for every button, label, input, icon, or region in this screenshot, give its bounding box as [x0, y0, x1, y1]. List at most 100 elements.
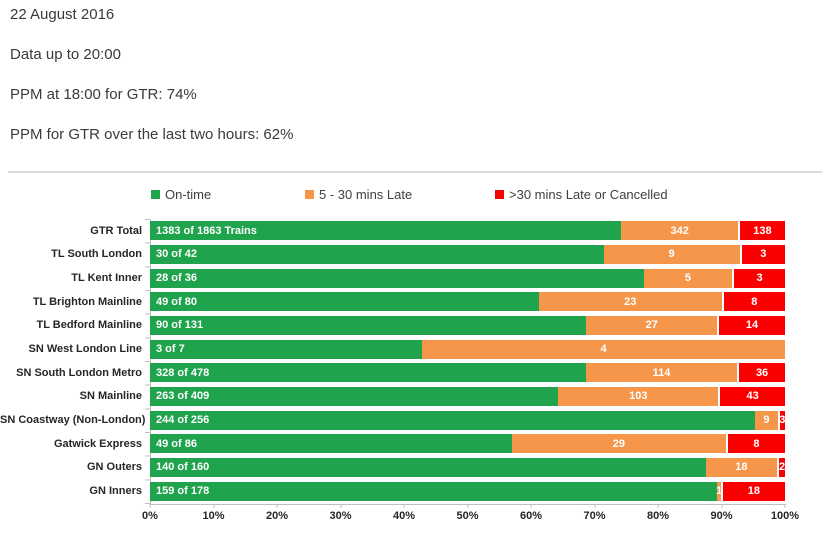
bar-segment-value: 43 — [746, 390, 759, 403]
bar-segment-late-30-or-cancelled: 36 — [737, 363, 785, 383]
row-label: GN Inners — [89, 485, 142, 498]
x-axis-tick — [721, 504, 722, 508]
bar-segment-value: 1383 of 1863 Trains — [156, 224, 257, 237]
row-label: GTR Total — [90, 224, 142, 237]
x-axis-tick — [657, 504, 659, 508]
x-axis-tick — [530, 504, 532, 508]
bar-segment-late-30-or-cancelled: 138 — [737, 221, 785, 241]
bar-segment-on-time: 3 of 7 — [150, 339, 423, 359]
bar-segment-value: 30 of 42 — [156, 248, 197, 261]
bar-segment-late-5-30: 23 — [538, 292, 722, 312]
bar-segment-value: 5 — [684, 272, 692, 285]
chart-legend: On-time 5 - 30 mins Late >30 mins Late or … — [0, 185, 830, 203]
row-label: TL Kent Inner — [71, 272, 142, 285]
bar-segment-value: 49 of 80 — [156, 295, 197, 308]
bar-segment-value: 2 — [778, 461, 786, 474]
bar-segment-value: 9 — [763, 414, 770, 427]
bar-segment-value: 27 — [645, 319, 658, 332]
report-date: 22 August 2016 — [10, 6, 115, 23]
bar-segment-late-30-or-cancelled: 8 — [725, 434, 785, 454]
bar-segment-late-5-30: 9 — [755, 410, 778, 430]
bar-segment-value: 23 — [624, 295, 637, 308]
bar-segment-value: 342 — [670, 224, 689, 237]
bar-segment-late-30-or-cancelled: 3 — [777, 410, 786, 430]
bar-segment-on-time: 328 of 478 — [150, 363, 586, 383]
bar-segment-value: 28 of 36 — [156, 272, 197, 285]
x-axis-tick — [276, 504, 278, 508]
x-axis-tick-label: 10% — [202, 510, 225, 522]
chart-row-gtr-total: GTR Total 1383 of 1863 Trains 342 138 — [0, 219, 830, 243]
bar-segment-on-time: 49 of 80 — [150, 292, 539, 312]
bar-segment-late-5-30: 114 — [585, 363, 738, 383]
bar-segment-late-5-30: 5 — [643, 268, 733, 288]
chart-row-gn-inners: GN Inners 159 of 178 1 18 — [0, 479, 830, 503]
x-axis-line — [150, 503, 786, 505]
chart-row-tl-south-london: TL South London 30 of 42 9 3 — [0, 243, 830, 267]
x-axis-tick — [213, 504, 214, 508]
bar-segment-value: 1 — [715, 485, 723, 498]
x-axis-tick — [594, 504, 595, 508]
x-axis-tick-label: 20% — [265, 510, 289, 522]
legend-item-on-time: On-time — [151, 185, 211, 203]
bar-segment-on-time: 90 of 131 — [150, 315, 587, 335]
bar-segment-value: 3 — [779, 414, 786, 427]
bar-track: 263 of 409 103 43 — [150, 386, 785, 406]
chart-row-gatwick-express: Gatwick Express 49 of 86 29 8 — [0, 432, 830, 456]
bar-segment-late-5-30: 1 — [715, 481, 723, 501]
bar-segment-value: 244 of 256 — [156, 414, 210, 427]
bar-segment-value: 49 of 86 — [156, 437, 197, 450]
x-axis-tick — [467, 504, 468, 508]
chart-row-tl-brighton-mainline: TL Brighton Mainline 49 of 80 23 8 — [0, 290, 830, 314]
bar-segment-value: 114 — [652, 366, 671, 379]
bar-segment-late-5-30: 18 — [705, 457, 778, 477]
chart-row-tl-bedford-mainline: TL Bedford Mainline 90 of 131 27 14 — [0, 314, 830, 338]
row-label: SN Coastway (Non-London) — [0, 414, 146, 427]
legend-label: >30 mins Late or Cancelled — [509, 186, 668, 202]
bar-segment-value: 8 — [751, 295, 758, 308]
x-axis-tick-label: 90% — [710, 510, 733, 522]
legend-item-30-mins-late-or-cancelled: >30 mins Late or Cancelled — [495, 185, 668, 203]
bar-segment-late-30-or-cancelled: 3 — [739, 244, 785, 264]
legend-swatch-icon — [305, 189, 314, 199]
chart-row-sn-mainline: SN Mainline 263 of 409 103 43 — [0, 385, 830, 409]
x-axis-tick-label: 40% — [392, 510, 416, 522]
bar-segment-late-5-30: 342 — [621, 221, 738, 241]
bar-segment-late-5-30: 103 — [558, 386, 719, 406]
bar-segment-late-30-or-cancelled: 8 — [721, 292, 785, 312]
bar-segment-late-5-30: 27 — [586, 315, 718, 335]
row-label: TL Bedford Mainline — [36, 319, 142, 332]
bar-segment-value: 3 — [756, 272, 763, 285]
bar-track: 3 of 7 4 — [150, 339, 785, 359]
ppm-last-two-hours-text: PPM for GTR over the last two hours: 62% — [10, 126, 294, 143]
bar-segment-on-time: 1383 of 1863 Trains — [150, 221, 622, 241]
row-label: SN South London Metro — [16, 366, 142, 379]
chart-row-sn-coastway-non-london: SN Coastway (Non-London) 244 of 256 9 3 — [0, 408, 830, 432]
x-axis-tick-label: 70% — [583, 510, 606, 522]
x-axis-tick-label: 80% — [646, 510, 670, 522]
bar-segment-on-time: 28 of 36 — [150, 268, 644, 288]
x-axis-tick-label: 50% — [456, 510, 479, 522]
bar-track: 1383 of 1863 Trains 342 138 — [150, 221, 785, 241]
bar-segment-value: 90 of 131 — [156, 319, 204, 332]
bar-track: 244 of 256 9 3 — [150, 410, 786, 430]
report-header: 22 August 2016 Data up to 20:00 PPM at 1… — [10, 6, 293, 144]
x-axis-labels: 0% 10% 20% 30% 40% 50% 60% 70% 80% 90% 100% — [142, 510, 799, 524]
x-axis-tick-label: 30% — [329, 510, 352, 522]
bar-segment-on-time: 49 of 86 — [150, 434, 512, 454]
bar-segment-value: 29 — [612, 437, 625, 450]
bar-segment-value: 103 — [629, 390, 648, 403]
bar-segment-on-time: 140 of 160 — [150, 457, 706, 477]
bar-segment-on-time: 244 of 256 — [150, 410, 756, 430]
x-axis-tick-label: 100% — [770, 510, 800, 522]
bar-segment-value: 4 — [600, 343, 607, 356]
bar-segment-value: 159 of 178 — [156, 485, 210, 498]
bar-segment-on-time: 159 of 178 — [150, 481, 718, 501]
bar-track: 49 of 86 29 8 — [150, 434, 785, 454]
row-label: TL South London — [51, 248, 142, 261]
legend-item-5-30-mins-late: 5 - 30 mins Late — [305, 185, 412, 203]
row-label: SN Mainline — [79, 390, 142, 403]
chart-rows: GTR Total 1383 of 1863 Trains 342 138 TL Sou… — [0, 219, 830, 503]
chart-row-sn-south-london-metro: SN South London Metro 328 of 478 114 36 — [0, 361, 830, 385]
bar-track: 49 of 80 23 8 — [150, 292, 785, 312]
